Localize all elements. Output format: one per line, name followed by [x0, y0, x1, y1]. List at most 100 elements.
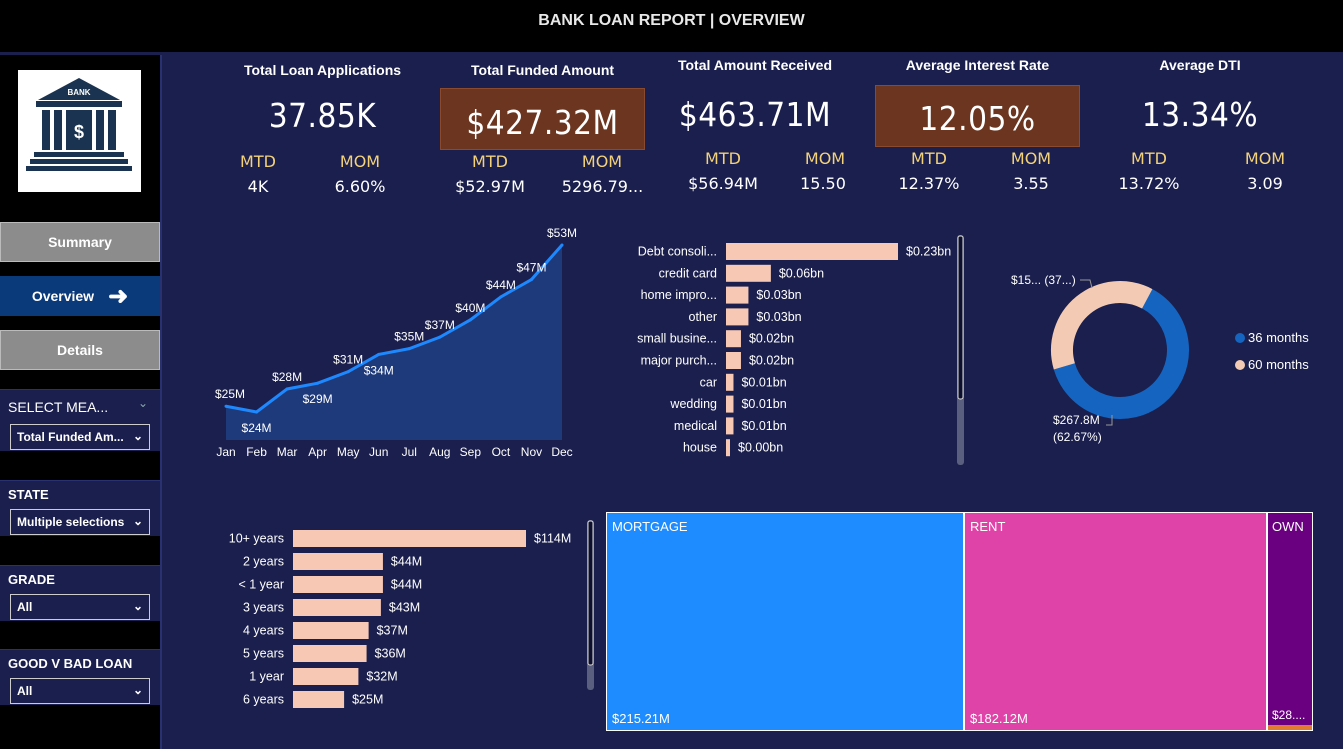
data-label: $47M — [516, 261, 546, 275]
bar — [726, 330, 741, 348]
employment-bar-chart[interactable]: 10+ years $114M 2 years $44M < 1 year $44M 3 y… — [200, 518, 600, 738]
treemap-cell-rent[interactable]: RENT $182.12M — [964, 512, 1267, 731]
home-ownership-treemap[interactable]: MORTGAGE $215.21M RENT $182.12M OWN $28.… — [606, 512, 1313, 731]
slicer-grade-dropdown[interactable]: All ⌄ — [10, 594, 150, 620]
kpi-card-avg-interest[interactable]: Average Interest Rate 12.05% MTD MOM 12.… — [875, 57, 1080, 197]
slicer-good-bad-value: All — [17, 684, 33, 698]
kpi-mom-label: MOM — [1244, 149, 1286, 168]
slicer-good-bad-dropdown[interactable]: All ⌄ — [10, 678, 150, 704]
x-tick-label: Jun — [369, 445, 388, 459]
kpi-mtd-value: 13.72% — [1118, 174, 1180, 193]
term-donut-chart[interactable]: $267.8M (62.67%) $15... (37...) 36 months 60… — [990, 255, 1330, 455]
x-tick-label: Mar — [277, 445, 298, 459]
kpi-card-avg-dti[interactable]: Average DTI 13.34% MTD MOM 13.72% 3.09 — [1100, 57, 1300, 197]
data-point — [499, 295, 503, 299]
bar — [726, 417, 734, 435]
kpi-mom-value: 6.60% — [334, 177, 386, 196]
data-label: $0.01bn — [741, 375, 786, 389]
kpi-card-total-received[interactable]: Total Amount Received $463.71M MTD MOM $… — [660, 57, 850, 197]
data-point — [407, 347, 411, 351]
slicer-measure-value: Total Funded Am... — [17, 430, 124, 444]
x-tick-label: Sep — [460, 445, 482, 459]
kpi-card-total-applications[interactable]: Total Loan Applications 37.85K MTD MOM 4… — [215, 60, 430, 200]
scrollbar-thumb — [957, 235, 964, 400]
chevron-down-icon[interactable]: ⌄ — [137, 396, 148, 410]
treemap-label: MORTGAGE — [612, 519, 688, 534]
kpi-mom-label: MOM — [339, 152, 381, 171]
data-point — [438, 335, 442, 339]
scrollbar-thumb — [587, 520, 594, 666]
data-point — [224, 404, 228, 408]
kpi-value: 12.05% — [919, 99, 1036, 138]
kpi-value: 13.34% — [1141, 95, 1259, 134]
bar — [726, 264, 771, 282]
bar — [726, 373, 734, 391]
kpi-card-total-funded[interactable]: Total Funded Amount $427.32M MTD MOM $52… — [440, 60, 645, 200]
data-point — [560, 243, 564, 247]
data-label: $32M — [366, 670, 397, 684]
treemap-value: $215.21M — [612, 711, 670, 726]
slicer-measure-dropdown[interactable]: Total Funded Am... ⌄ — [10, 424, 150, 450]
x-tick-label: Aug — [429, 445, 450, 459]
purpose-bar-chart[interactable]: Debt consoli... $0.23bn credit card $0.06bn… — [600, 235, 970, 465]
slicer-good-bad-title: GOOD V BAD LOAN — [8, 656, 133, 671]
kpi-mom-label: MOM — [581, 152, 623, 171]
category-label: home impro... — [641, 288, 717, 302]
category-label: small busine... — [637, 332, 717, 346]
bar — [726, 352, 741, 369]
page-title: BANK LOAN REPORT | OVERVIEW — [538, 12, 805, 29]
bar — [726, 308, 749, 326]
data-label: $40M — [455, 301, 485, 315]
nav-details-button[interactable]: Details — [0, 330, 160, 370]
leader-line — [1080, 279, 1093, 289]
bank-icon: BANK $ — [26, 78, 132, 171]
kpi-value: 37.85K — [268, 96, 377, 135]
monthly-area-chart[interactable]: $25M Jan $24M Feb $28M Mar $29M Apr $31M May $34M J… — [190, 225, 590, 475]
kpi-mtd-value: $52.97M — [455, 177, 525, 196]
kpi-label: Average DTI — [1159, 57, 1241, 73]
kpi-mom-label: MOM — [804, 149, 846, 168]
treemap-cell-own[interactable]: OWN $28.... — [1267, 512, 1313, 731]
data-label: $37M — [377, 624, 408, 638]
kpi-mom-value: 15.50 — [800, 174, 846, 193]
nav-overview-button[interactable]: Overview ➜ — [0, 276, 160, 316]
data-label: $53M — [547, 226, 577, 240]
bar — [293, 530, 526, 547]
category-label: 6 years — [243, 693, 284, 707]
x-tick-label: May — [337, 445, 360, 459]
bar — [293, 553, 383, 570]
nav-summary-button[interactable]: Summary — [0, 222, 160, 262]
bar — [726, 286, 749, 304]
kpi-mtd-value: $56.94M — [688, 174, 758, 193]
treemap-value: $182.12M — [970, 711, 1028, 726]
bar — [293, 576, 383, 593]
data-label: $28M — [272, 370, 302, 384]
leader-line — [1106, 415, 1113, 426]
data-point — [316, 381, 320, 385]
slicer-state-dropdown[interactable]: Multiple selections ⌄ — [10, 509, 150, 535]
x-tick-label: Oct — [492, 445, 511, 459]
data-label: $15... (37...) — [1011, 273, 1076, 287]
data-label: $0.02bn — [749, 354, 794, 368]
treemap-cell-mortgage[interactable]: MORTGAGE $215.21M — [606, 512, 964, 731]
data-label: $0.23bn — [906, 245, 951, 259]
arrow-right-icon: ➜ — [108, 282, 129, 310]
category-label: 1 year — [249, 670, 284, 684]
data-label: $29M — [303, 392, 333, 406]
kpi-mom-label: MOM — [1010, 149, 1052, 168]
category-label: other — [689, 310, 718, 324]
category-label: 2 years — [243, 555, 284, 569]
donut-slice — [1051, 281, 1153, 370]
slicer-grade-value: All — [17, 600, 33, 614]
kpi-mtd-label: MTD — [705, 149, 741, 168]
data-label: $37M — [425, 318, 455, 332]
category-label: credit card — [659, 266, 717, 280]
data-label: $0.01bn — [741, 419, 786, 433]
category-label: car — [700, 375, 717, 389]
kpi-mom-value: 3.55 — [1013, 174, 1049, 193]
data-label: $31M — [333, 353, 363, 367]
data-label: $36M — [375, 647, 406, 661]
data-label: (62.67%) — [1053, 430, 1102, 444]
treemap-other-strip — [1268, 725, 1312, 730]
slicer-measure: SELECT MEA... ⌄ Total Funded Am... ⌄ — [0, 389, 160, 451]
